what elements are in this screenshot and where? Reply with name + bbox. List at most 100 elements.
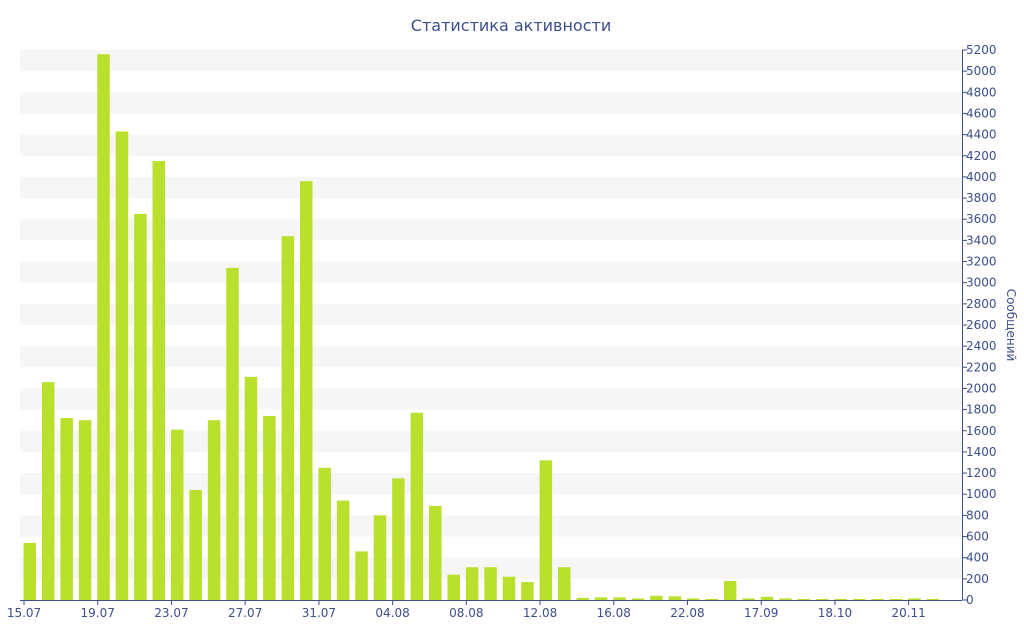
bar xyxy=(576,597,589,600)
grid-band xyxy=(20,219,962,241)
bar xyxy=(189,490,202,600)
x-tick-label: 16.08 xyxy=(597,606,631,620)
bar xyxy=(465,567,479,600)
y-tick-label: 1200 xyxy=(966,466,997,480)
bar xyxy=(889,598,903,600)
bar xyxy=(908,598,921,600)
x-tick-label: 27.07 xyxy=(228,606,262,620)
bar xyxy=(392,478,405,600)
bar xyxy=(852,598,866,600)
y-tick-label: 3600 xyxy=(966,212,997,226)
x-tick-label: 20.11 xyxy=(891,606,925,620)
bar xyxy=(336,500,350,600)
bar xyxy=(60,418,73,600)
bar xyxy=(281,236,295,600)
grid-band xyxy=(20,346,962,368)
y-tick-label: 2000 xyxy=(966,381,997,395)
grid-band xyxy=(20,303,962,325)
bar xyxy=(558,567,571,600)
y-tick-label: 4000 xyxy=(966,170,997,184)
bar xyxy=(170,429,184,600)
x-tick-label: 04.08 xyxy=(375,606,409,620)
bar xyxy=(429,505,442,600)
bar xyxy=(926,598,940,600)
y-tick-label: 2600 xyxy=(966,318,997,332)
bar xyxy=(631,598,645,600)
bar xyxy=(300,181,313,600)
y-tick-label: 3200 xyxy=(966,255,997,269)
chart-title: Статистика активности xyxy=(411,16,611,35)
bar xyxy=(134,213,147,600)
bar xyxy=(97,54,110,601)
y-tick-label: 4800 xyxy=(966,85,997,99)
y-tick-label: 1800 xyxy=(966,403,997,417)
y-tick-label: 3400 xyxy=(966,233,997,247)
y-tick-label: 0 xyxy=(966,593,974,607)
x-tick-label: 15.07 xyxy=(7,606,41,620)
bar xyxy=(41,382,55,600)
y-tick-label: 2200 xyxy=(966,360,997,374)
bar xyxy=(871,598,884,600)
y-tick-label: 3800 xyxy=(966,191,997,205)
x-tick-label: 19.07 xyxy=(81,606,115,620)
y-tick-label: 4600 xyxy=(966,106,997,120)
y-tick-label: 5000 xyxy=(966,64,997,78)
bar xyxy=(650,595,663,600)
x-tick-label: 12.08 xyxy=(523,606,557,620)
bar xyxy=(263,415,276,600)
x-axis-ticks: 15.07 19.07 23.07 27.07 31.07 04.08 08.08 12.08… xyxy=(7,600,926,620)
y-tick-label: 600 xyxy=(966,530,989,544)
y-tick-label: 1600 xyxy=(966,424,997,438)
y-tick-label: 1000 xyxy=(966,487,997,501)
bar xyxy=(244,376,258,600)
bar xyxy=(834,598,847,600)
grid-band xyxy=(20,134,962,156)
grid-band xyxy=(20,50,962,72)
bar xyxy=(760,596,774,600)
x-tick-label: 23.07 xyxy=(154,606,188,620)
bar xyxy=(613,597,626,600)
y-tick-label: 5200 xyxy=(966,43,997,57)
bar xyxy=(742,598,755,600)
bar xyxy=(318,467,331,600)
y-tick-label: 4200 xyxy=(966,149,997,163)
x-tick-label: 08.08 xyxy=(449,606,483,620)
bar xyxy=(207,420,221,600)
y-tick-label: 2400 xyxy=(966,339,997,353)
y-tick-label: 200 xyxy=(966,572,989,586)
bar xyxy=(594,597,608,600)
bar xyxy=(502,576,516,600)
bar xyxy=(687,598,700,600)
y-tick-label: 3000 xyxy=(966,276,997,290)
x-tick-label: 17.09 xyxy=(744,606,778,620)
y-tick-label: 1400 xyxy=(966,445,997,459)
x-tick-label: 22.08 xyxy=(670,606,704,620)
bar xyxy=(226,267,239,600)
bar xyxy=(484,567,497,600)
bar xyxy=(723,580,737,600)
x-tick-label: 18.10 xyxy=(818,606,852,620)
y-tick-label: 2800 xyxy=(966,297,997,311)
grid-band xyxy=(20,92,962,114)
bar xyxy=(816,598,829,600)
bar xyxy=(447,574,460,600)
bar xyxy=(23,542,37,600)
bar xyxy=(705,598,718,600)
y-axis-label: Сообщений xyxy=(1004,289,1018,362)
bar xyxy=(539,460,553,600)
bar xyxy=(779,598,792,600)
bar xyxy=(410,412,424,600)
x-tick-label: 31.07 xyxy=(302,606,336,620)
y-tick-label: 800 xyxy=(966,508,989,522)
bar xyxy=(152,161,166,600)
bar xyxy=(78,420,92,600)
bars-group xyxy=(23,54,940,601)
bar xyxy=(115,131,129,600)
y-axis-ticks: 0 200 400 600 800 1000 1200 1400 1600 1800 2000 220… xyxy=(962,43,997,607)
grid-band xyxy=(20,261,962,283)
bar xyxy=(668,596,682,600)
bar xyxy=(373,515,387,600)
y-tick-label: 400 xyxy=(966,551,989,565)
